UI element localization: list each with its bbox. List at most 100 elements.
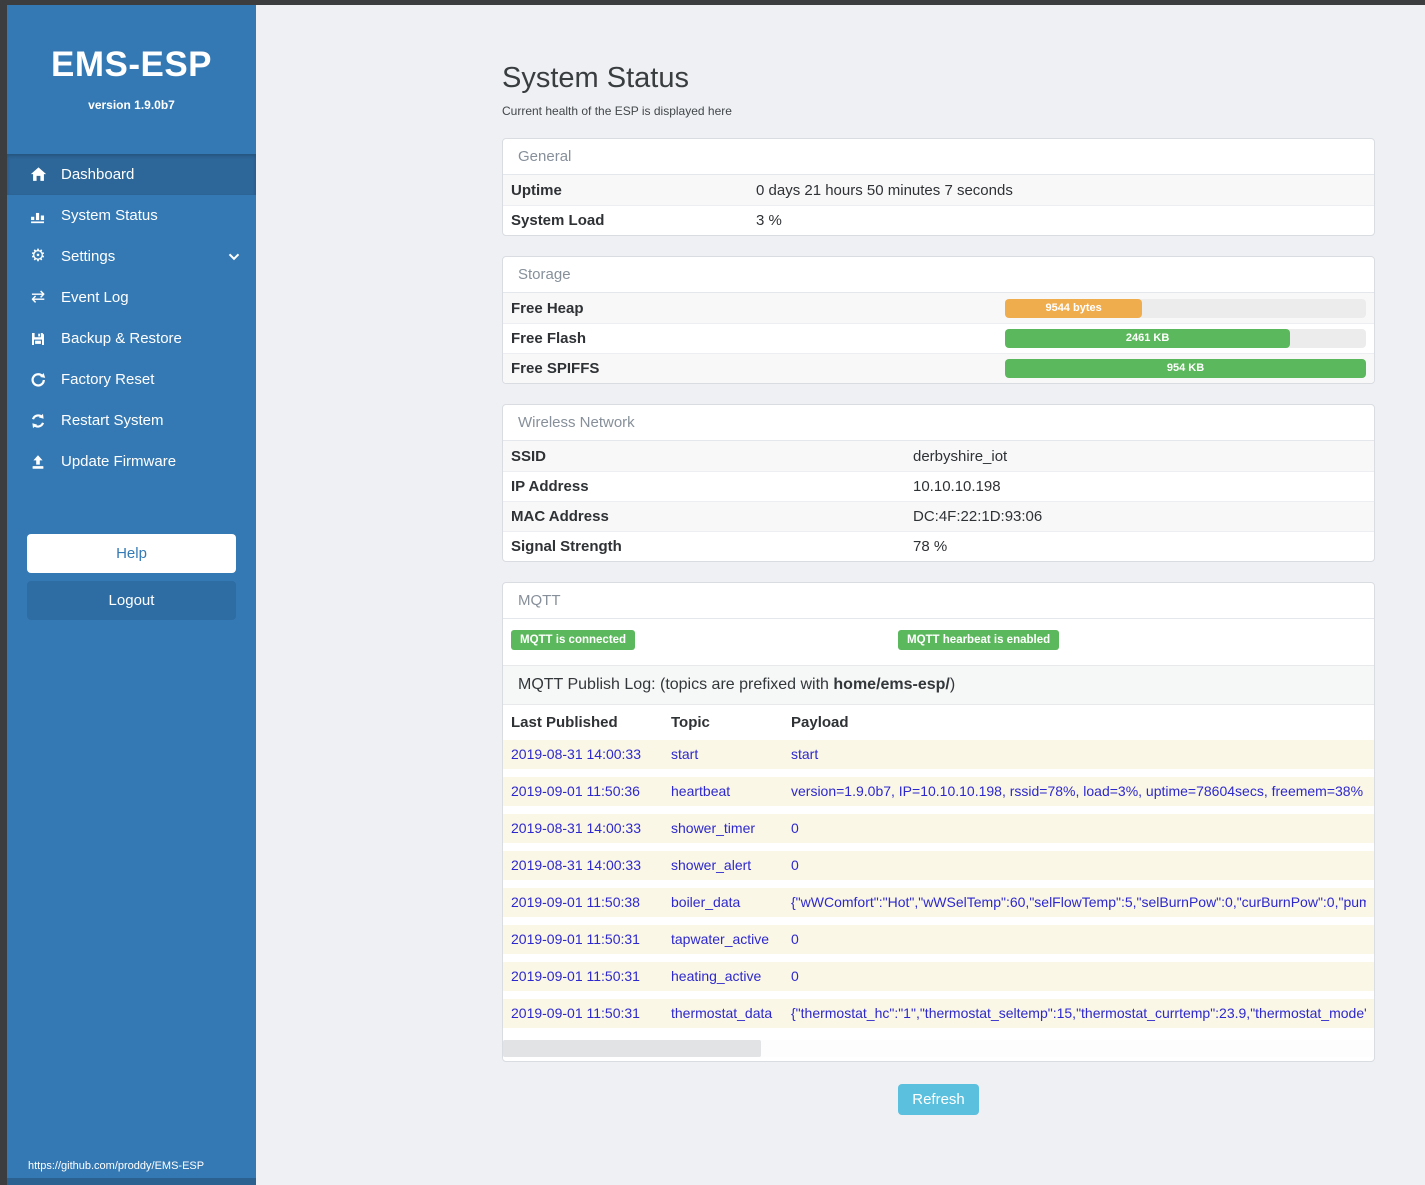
log-payload: start — [791, 746, 819, 762]
mqtt-panel-header: MQTT — [503, 583, 1374, 619]
row-value: 0 days 21 hours 50 minutes 7 seconds — [756, 181, 1013, 199]
log-last-published: 2019-08-31 14:00:33 — [511, 857, 641, 873]
log-payload: version=1.9.0b7, IP=10.10.10.198, rssid=… — [791, 783, 1364, 799]
sidebar-item-label: System Status — [61, 207, 158, 224]
row-label: Free SPIFFS — [511, 360, 600, 377]
log-topic: shower_timer — [671, 820, 756, 836]
progress-bar-track: 954 KB — [1005, 359, 1366, 378]
sidebar-item-dashboard[interactable]: Dashboard — [7, 154, 256, 195]
sidebar-buttons: Help Logout — [27, 534, 236, 620]
column-header-last-published: Last Published — [511, 714, 618, 731]
help-button[interactable]: Help — [27, 534, 236, 573]
row-label: Uptime — [511, 181, 562, 199]
row-label: MAC Address — [511, 508, 609, 525]
horizontal-scrollbar-thumb[interactable] — [503, 1040, 761, 1057]
row-value: 10.10.10.198 — [913, 478, 1001, 495]
log-last-published: 2019-09-01 11:50:38 — [511, 894, 640, 910]
refresh-button-area: Refresh — [502, 1084, 1375, 1115]
mqtt-log-row: 2019-09-01 11:50:31 thermostat_data {"ther… — [503, 999, 1374, 1028]
sidebar-item-label: Factory Reset — [61, 371, 155, 388]
row-label: Free Heap — [511, 299, 584, 317]
sidebar-item-label: Event Log — [61, 289, 129, 306]
row-value: DC:4F:22:1D:93:06 — [913, 508, 1043, 525]
table-row: Free Heap 9544 bytes — [503, 293, 1374, 323]
rotate-icon — [28, 372, 48, 388]
mqtt-publish-log-title: MQTT Publish Log: (topics are prefixed w… — [503, 665, 1374, 705]
row-label: SSID — [511, 447, 547, 465]
log-topic: shower_alert — [671, 857, 752, 873]
progress-bar-track: 2461 KB — [1005, 329, 1366, 348]
mqtt-table-body: 2019-08-31 14:00:33 start start 2019-09-01 … — [503, 740, 1374, 1028]
column-header-payload: Payload — [791, 714, 849, 731]
log-payload: {"wWComfort":"Hot","wWSelTemp":60,"selFl… — [791, 894, 1366, 910]
github-url: https://github.com/proddy/EMS-ESP — [28, 1160, 205, 1172]
sidebar-item-backup-restore[interactable]: Backup & Restore — [7, 318, 256, 359]
table-row: Uptime 0 days 21 hours 50 minutes 7 secon… — [503, 175, 1374, 205]
mqtt-log-row: 2019-08-31 14:00:33 shower_alert 0 — [503, 851, 1374, 880]
status-badge: MQTT is connected — [511, 630, 636, 650]
wireless-rows: SSID derbyshire_iot IP Address 10.10.10.198… — [503, 441, 1374, 561]
mqtt-log-row: 2019-08-31 14:00:33 start start — [503, 740, 1374, 769]
table-row: Signal Strength 78 % — [503, 531, 1374, 561]
sidebar-item-event-log[interactable]: ⇄ Event Log — [7, 277, 256, 318]
chevron-down-icon — [228, 253, 240, 261]
mqtt-log-row: 2019-08-31 14:00:33 shower_timer 0 — [503, 814, 1374, 843]
status-badge: MQTT hearbeat is enabled — [898, 630, 1060, 650]
general-panel-header: General — [503, 139, 1374, 175]
window-top-edge — [0, 0, 1425, 5]
save-icon — [28, 331, 48, 347]
general-rows: Uptime 0 days 21 hours 50 minutes 7 secon… — [503, 175, 1374, 235]
log-title-topic-prefix: home/ems-esp/ — [833, 676, 950, 693]
log-topic: thermostat_data — [671, 1005, 773, 1021]
app-title: EMS-ESP — [50, 45, 213, 84]
wireless-panel-header: Wireless Network — [503, 405, 1374, 441]
exchange-icon: ⇄ — [30, 287, 46, 307]
mqtt-panel: MQTT MQTT is connected MQTT hearbeat is e… — [502, 582, 1375, 1062]
row-label: Free Flash — [511, 330, 587, 347]
row-value: 3 % — [756, 212, 782, 229]
log-last-published: 2019-08-31 14:00:33 — [511, 820, 641, 836]
table-row: MAC Address DC:4F:22:1D:93:06 — [503, 501, 1374, 531]
sidebar-item-update-firmware[interactable]: Update Firmware — [7, 441, 256, 482]
upload-icon — [28, 454, 48, 470]
row-value: 78 % — [913, 538, 948, 555]
log-payload: 0 — [791, 931, 799, 947]
log-last-published: 2019-09-01 11:50:31 — [511, 968, 640, 984]
table-row: SSID derbyshire_iot — [503, 441, 1374, 471]
column-header-topic: Topic — [671, 714, 710, 731]
mqtt-log-row: 2019-09-01 11:50:31 heating_active 0 — [503, 962, 1374, 991]
sidebar-item-restart-system[interactable]: Restart System — [7, 400, 256, 441]
main-content: System Status Current health of the ESP … — [502, 0, 1375, 1115]
refresh-button[interactable]: Refresh — [898, 1084, 979, 1115]
log-topic: tapwater_active — [671, 931, 770, 947]
mqtt-table-header: Last Published Topic Payload — [503, 705, 1374, 740]
log-payload: 0 — [791, 857, 799, 873]
sidebar-item-system-status[interactable]: System Status — [7, 195, 256, 236]
page-subtitle: Current health of the ESP is displayed h… — [502, 104, 732, 118]
table-row: IP Address 10.10.10.198 — [503, 471, 1374, 501]
log-topic: start — [671, 746, 699, 762]
row-label: System Load — [511, 212, 605, 229]
log-last-published: 2019-09-01 11:50:31 — [511, 1005, 640, 1021]
logout-button[interactable]: Logout — [27, 581, 236, 620]
sidebar-item-label: Restart System — [61, 412, 164, 429]
window-left-edge — [0, 0, 7, 1185]
sync-icon — [28, 413, 48, 429]
sidebar-item-label: Backup & Restore — [61, 330, 182, 347]
gear-icon: ⚙ — [30, 246, 46, 266]
table-row: Free Flash 2461 KB — [503, 323, 1374, 353]
log-topic: heating_active — [671, 968, 762, 984]
log-topic: heartbeat — [671, 783, 731, 799]
sidebar-item-settings[interactable]: ⚙ Settings — [7, 236, 256, 277]
log-last-published: 2019-09-01 11:50:31 — [511, 931, 640, 947]
log-last-published: 2019-09-01 11:50:36 — [511, 783, 640, 799]
horizontal-scrollbar-track[interactable] — [503, 1040, 1374, 1057]
mqtt-log-row: 2019-09-01 11:50:38 boiler_data {"wWComfor… — [503, 888, 1374, 917]
sidebar-item-factory-reset[interactable]: Factory Reset — [7, 359, 256, 400]
storage-panel-header: Storage — [503, 257, 1374, 293]
log-payload: 0 — [791, 968, 799, 984]
mqtt-status-badges: MQTT is connected MQTT hearbeat is enable… — [503, 619, 1374, 665]
page-title: System Status — [502, 62, 689, 94]
mqtt-log-row: 2019-09-01 11:50:36 heartbeat version=1.9.… — [503, 777, 1374, 806]
chart-icon — [28, 207, 48, 224]
